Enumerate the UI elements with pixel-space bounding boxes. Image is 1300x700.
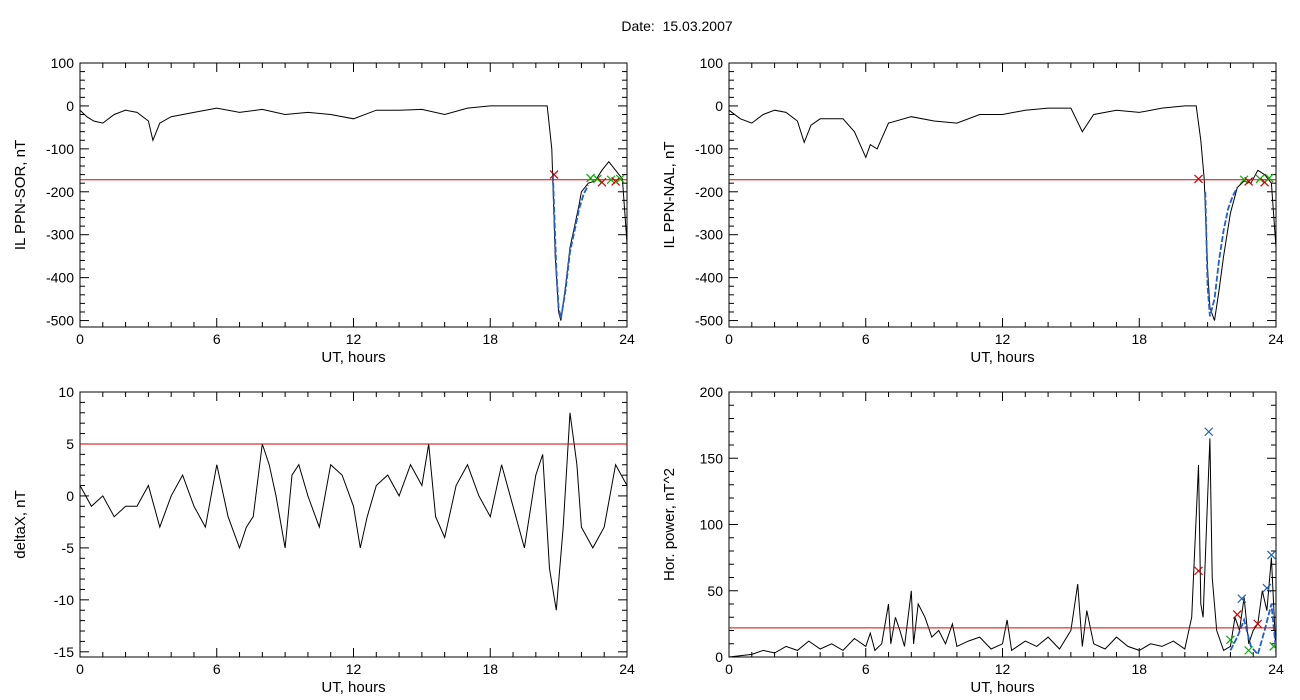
data-marker (1244, 645, 1254, 655)
y-tick-label: 0 (66, 98, 74, 114)
y-tick-label: -200 (695, 184, 723, 200)
plot-area (80, 412, 627, 611)
x-tick-label: 24 (619, 331, 635, 347)
plot-frame (79, 391, 628, 658)
x-tick-label: 18 (482, 331, 498, 347)
data-marker (1204, 427, 1214, 437)
plot-frame (728, 391, 1277, 658)
y-tick-label: -300 (695, 227, 723, 243)
data-marker (1194, 174, 1203, 184)
x-tick-label: 24 (1268, 661, 1284, 677)
x-tick-label: 18 (1131, 661, 1147, 677)
chart-panel-bottom-left: 0 6 12 18 24 -15 -10 -5 0 5 10 UT, hours deltaX, nT (12, 384, 635, 696)
y-axis-label: IL PPN-SOR, nT (12, 140, 29, 250)
x-tick-label: 6 (213, 661, 221, 677)
series-line (80, 105, 627, 321)
y-tick-label: -400 (695, 270, 723, 286)
y-tick-label: 0 (715, 649, 723, 665)
x-tick-label: 12 (346, 661, 362, 677)
y-tick-label: 150 (700, 450, 724, 466)
data-marker (1244, 177, 1254, 186)
plot-frame (79, 62, 628, 328)
y-tick-label: 10 (58, 384, 74, 400)
y-tick-label: -500 (46, 313, 74, 329)
y-tick-label: 50 (707, 583, 723, 599)
x-tick-label: 0 (76, 661, 84, 677)
data-marker (1232, 610, 1242, 620)
series-line (80, 412, 627, 611)
y-tick-label: 200 (700, 384, 724, 400)
y-tick-label: 5 (66, 436, 74, 452)
data-marker (1237, 594, 1247, 604)
plot-area (729, 427, 1276, 657)
y-tick-label: 100 (700, 55, 724, 71)
x-tick-label: 0 (725, 661, 733, 677)
data-marker (1267, 550, 1276, 560)
x-tick-label: 18 (482, 661, 498, 677)
x-tick-label: 12 (346, 331, 362, 347)
y-tick-label: -100 (695, 141, 723, 157)
data-marker (606, 175, 616, 185)
y-axis-label: IL PPN-NAL, nT (661, 142, 678, 249)
x-tick-label: 24 (619, 661, 635, 677)
data-marker (1269, 641, 1276, 651)
data-marker (597, 177, 607, 187)
y-tick-label: -200 (46, 184, 74, 200)
data-marker (1253, 619, 1263, 629)
y-tick-label: 100 (51, 55, 75, 71)
x-tick-label: 6 (862, 331, 870, 347)
data-marker (1194, 566, 1203, 576)
data-marker (592, 174, 602, 184)
highlight-series-line (1204, 187, 1239, 317)
y-tick-label: -15 (54, 644, 74, 660)
y-tick-label: 100 (700, 517, 724, 533)
data-marker (611, 177, 621, 186)
highlight-series-line (552, 174, 590, 319)
x-tick-label: 0 (725, 331, 733, 347)
plot-frame (728, 62, 1277, 328)
data-marker (1255, 174, 1265, 184)
page-title: Date: 15.03.2007 (621, 18, 733, 34)
highlight-series-line (1229, 603, 1276, 657)
chart-panel-top-left: 0 6 12 18 24 -500 -400 -300 -200 -100 0 100 UT, hour… (12, 55, 635, 366)
x-axis-label: UT, hours (321, 679, 385, 696)
x-axis-label: UT, hours (970, 349, 1034, 366)
x-tick-label: 6 (862, 661, 870, 677)
chart-panel-bottom-right: 0 6 12 18 24 0 50 100 150 200 UT, hours Hor. power,… (661, 384, 1284, 696)
y-tick-label: 0 (715, 98, 723, 114)
x-tick-label: 18 (1131, 331, 1147, 347)
y-tick-label: -500 (695, 313, 723, 329)
y-tick-label: -10 (54, 592, 74, 608)
y-tick-label: -400 (46, 270, 74, 286)
x-tick-label: 6 (213, 331, 221, 347)
plot-area (80, 105, 627, 321)
data-marker (1264, 173, 1274, 183)
y-tick-label: -100 (46, 141, 74, 157)
x-tick-label: 12 (995, 331, 1011, 347)
x-tick-label: 24 (1268, 331, 1284, 347)
y-tick-label: -5 (62, 540, 75, 556)
y-axis-label: Hor. power, nT^2 (661, 468, 678, 581)
x-axis-label: UT, hours (321, 349, 385, 366)
x-tick-label: 12 (995, 661, 1011, 677)
x-axis-label: UT, hours (970, 679, 1034, 696)
y-tick-label: 0 (66, 488, 74, 504)
chart-panel-top-right: 0 6 12 18 24 -500 -400 -300 -200 -100 0 100 UT, hour… (661, 55, 1284, 366)
data-marker (1239, 175, 1249, 185)
series-line (729, 105, 1276, 321)
y-axis-label: deltaX, nT (12, 490, 29, 558)
x-tick-label: 0 (76, 331, 84, 347)
data-marker (615, 174, 625, 184)
data-marker (1225, 635, 1235, 645)
data-marker (549, 170, 559, 180)
data-marker (1262, 583, 1272, 593)
series-line (729, 438, 1276, 657)
plot-area (729, 105, 1276, 321)
y-tick-label: -300 (46, 227, 74, 243)
